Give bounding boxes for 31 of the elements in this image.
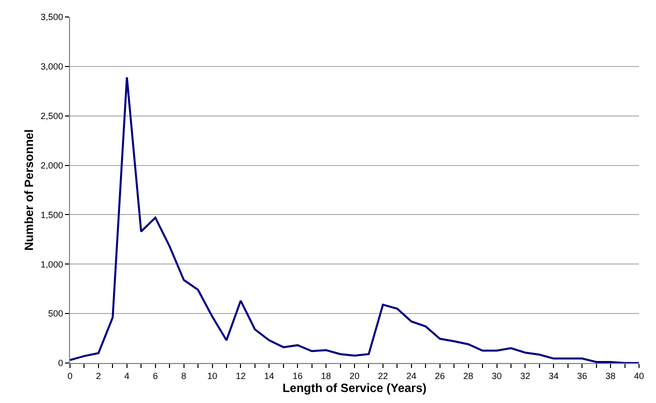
y-tick-label: 2,000 — [40, 160, 64, 170]
y-tick-label: 2,500 — [40, 111, 64, 122]
x-tick-label: 14 — [264, 370, 274, 381]
x-tick-label: 12 — [236, 370, 246, 381]
x-tick-label: 20 — [349, 370, 360, 381]
x-tick-label: 38 — [606, 370, 616, 381]
x-tick-label: 34 — [548, 370, 559, 381]
x-tick-label: 16 — [292, 370, 303, 381]
x-tick-label: 30 — [492, 370, 502, 381]
x-tick-label: 6 — [152, 370, 158, 381]
x-tick-label: 8 — [181, 370, 186, 381]
y-tick-label: 3,000 — [40, 62, 64, 72]
x-tick-label: 32 — [520, 370, 530, 381]
x-tick-label: 2 — [96, 370, 101, 381]
y-tick-label: 500 — [48, 308, 64, 319]
x-tick-label: 40 — [634, 370, 644, 381]
y-tick-label: 3,500 — [40, 12, 64, 22]
x-tick-label: 26 — [434, 370, 445, 381]
x-tick-label: 36 — [577, 370, 588, 381]
y-tick-label: 1,000 — [40, 259, 64, 270]
x-axis-title: Length of Service (Years) — [282, 380, 427, 395]
x-tick-label: 0 — [67, 370, 73, 381]
x-tick-label: 24 — [406, 370, 416, 381]
y-tick-label: 0 — [58, 358, 64, 368]
y-tick-label: 1,500 — [40, 210, 64, 220]
y-axis-title: Number of Personnel — [22, 129, 36, 251]
x-tick-label: 22 — [378, 370, 388, 381]
x-tick-label: 10 — [207, 370, 218, 381]
x-tick-label: 28 — [463, 370, 474, 381]
x-tick-label: 4 — [124, 370, 130, 381]
x-tick-label: 18 — [321, 370, 332, 381]
